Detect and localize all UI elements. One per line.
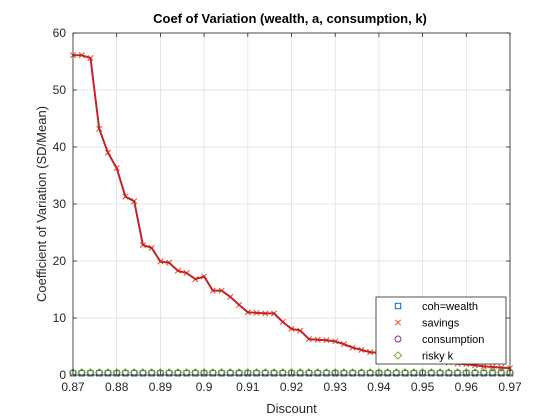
- x-tick-label: 0.94: [367, 380, 391, 394]
- legend-marker: [394, 302, 402, 310]
- y-tick-label: 30: [53, 197, 67, 211]
- marker-risky-k: [392, 368, 401, 377]
- legend-marker: [394, 319, 402, 326]
- x-axis-label: Discount: [266, 401, 317, 416]
- axis-ticks: 0.87 0.88 0.89 0.9 0.91 0.92 0.93 0.94 0.95 0.96 0…: [53, 26, 522, 394]
- marker-risky-k: [330, 368, 340, 377]
- x-tick-label: 0.91: [236, 380, 260, 394]
- marker-risky-k: [409, 368, 419, 377]
- marker-risky-k: [121, 368, 130, 377]
- x-tick-label: 0.89: [149, 380, 173, 394]
- marker-risky-k: [217, 368, 226, 377]
- legend-label: savings: [422, 318, 460, 330]
- marker-risky-k: [226, 368, 235, 377]
- marker-risky-k: [357, 368, 366, 377]
- marker-risky-k: [435, 368, 445, 377]
- legend-label: coh=wealth: [422, 301, 478, 313]
- marker-risky-k: [365, 368, 375, 377]
- marker-risky-k: [68, 368, 78, 377]
- marker-risky-k: [461, 368, 471, 377]
- marker-risky-k: [191, 368, 200, 377]
- marker-risky-k: [304, 368, 314, 377]
- marker-risky-k: [199, 368, 209, 377]
- x-tick-label: 0.88: [105, 380, 129, 394]
- marker-risky-k: [208, 368, 218, 377]
- marker-risky-k: [322, 368, 331, 377]
- marker-risky-k: [138, 368, 148, 377]
- marker-risky-k: [479, 368, 489, 377]
- marker-risky-k: [164, 368, 174, 377]
- marker-risky-k: [252, 368, 261, 377]
- legend-marker: [394, 335, 402, 343]
- marker-risky-k: [129, 368, 139, 377]
- y-tick-label: 0: [59, 368, 66, 382]
- marker-risky-k: [269, 368, 279, 377]
- marker-risky-k: [313, 368, 323, 377]
- x-tick-label: 0.92: [280, 380, 304, 394]
- y-tick-label: 50: [53, 83, 67, 97]
- y-tick-label: 60: [53, 26, 67, 40]
- x-tick-label: 0.9: [196, 380, 213, 394]
- marker-risky-k: [496, 368, 506, 377]
- marker-risky-k: [156, 368, 165, 377]
- x-tick-label: 0.97: [498, 380, 522, 394]
- y-tick-label: 40: [53, 140, 67, 154]
- marker-risky-k: [182, 368, 191, 377]
- x-tick-label: 0.96: [455, 380, 479, 394]
- marker-risky-k: [260, 368, 270, 377]
- marker-risky-k: [453, 368, 462, 377]
- legend-label: risky k: [422, 351, 454, 363]
- marker-risky-k: [103, 368, 113, 377]
- x-tick-label: 0.87: [61, 380, 85, 394]
- marker-risky-k: [488, 368, 497, 377]
- legend-label: consumption: [422, 334, 484, 346]
- legend-marker: [393, 351, 403, 360]
- y-axis-label: Coefficient of Variation (SD/Mean): [34, 106, 49, 302]
- marker-risky-k: [444, 368, 454, 377]
- marker-risky-k: [234, 368, 244, 377]
- marker-risky-k: [383, 368, 392, 377]
- marker-risky-k: [147, 368, 156, 377]
- marker-risky-k: [278, 368, 288, 377]
- marker-risky-k: [427, 368, 436, 377]
- marker-risky-k: [287, 368, 296, 377]
- marker-risky-k: [86, 368, 95, 377]
- marker-risky-k: [339, 368, 349, 377]
- y-tick-label: 20: [53, 254, 67, 268]
- legend: coh=wealth savings consumption risky k: [375, 296, 507, 365]
- marker-risky-k: [374, 368, 384, 377]
- marker-risky-k: [505, 368, 515, 377]
- marker-risky-k: [400, 368, 410, 377]
- x-tick-label: 0.95: [411, 380, 435, 394]
- x-tick-label: 0.93: [324, 380, 348, 394]
- marker-risky-k: [418, 368, 427, 377]
- marker-risky-k: [77, 368, 87, 377]
- marker-risky-k: [243, 368, 253, 377]
- marker-risky-k: [348, 368, 357, 377]
- marker-risky-k: [295, 368, 305, 377]
- marker-risky-k: [112, 368, 122, 377]
- marker-risky-k: [470, 368, 480, 377]
- marker-risky-k: [94, 368, 104, 377]
- marker-risky-k: [173, 368, 183, 377]
- y-tick-label: 10: [53, 311, 67, 325]
- chart-title: Coef of Variation (wealth, a, consumptio…: [153, 11, 427, 26]
